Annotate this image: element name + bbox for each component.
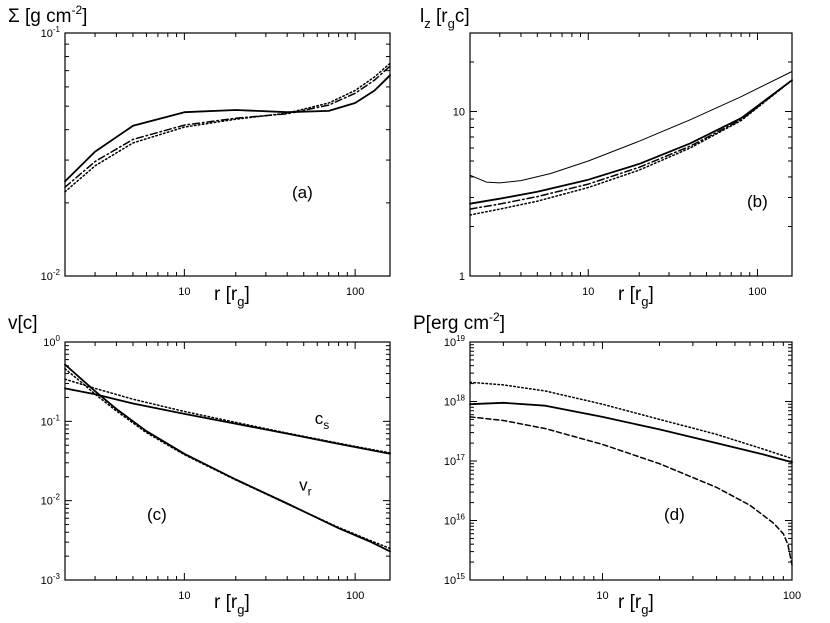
x-tick-label: 10 [582, 286, 594, 298]
y-tick-label: 10-3 [41, 572, 61, 587]
y-tick-label: 1019 [444, 334, 466, 349]
series-cs-dotted [64, 378, 391, 454]
x-axis-title: r [rg] [618, 284, 654, 309]
x-tick-label: 10 [178, 590, 190, 602]
series-dotted [64, 62, 391, 193]
y-tick-label: 10-1 [41, 413, 61, 428]
x-axis-title: r [rg] [214, 592, 250, 617]
plot-frame [64, 341, 391, 581]
y-tick-label: 10-2 [41, 493, 61, 508]
x-axis-title: r [rg] [618, 592, 654, 617]
y-tick-label: 1017 [444, 453, 466, 468]
panel-label: (b) [747, 192, 768, 211]
panel-label: (c) [147, 505, 167, 524]
y-tick-label: 10-1 [41, 25, 61, 40]
x-tick-label: 10 [178, 286, 190, 298]
plot-frame [469, 341, 793, 581]
y-axis-title: lz [rgc] [420, 6, 470, 31]
series-dashed [469, 416, 793, 566]
y-tick-label: 1015 [444, 572, 466, 587]
x-tick-label: 100 [783, 590, 801, 602]
plot-frame [469, 32, 793, 277]
panel-label: (a) [292, 183, 313, 202]
y-tick-label: 1018 [444, 394, 466, 409]
series-dash-dot [469, 79, 793, 210]
series-dash-dot [64, 65, 391, 188]
series-solid [64, 74, 391, 183]
series-vr-solid [64, 363, 391, 553]
x-tick-label: 100 [748, 286, 766, 298]
x-tick-label: 100 [346, 590, 364, 602]
y-tick-label: 100 [43, 334, 60, 349]
series-dotted [469, 79, 793, 216]
panel-a: 10 100 10-2 10-1Σ [g cm-2] r [rg] (a) [8, 3, 391, 309]
series-dotted [469, 381, 793, 460]
series-solid [469, 401, 793, 464]
panel-b: 10 100 1 10 lz [rgc] r [rg] (b) [420, 6, 793, 309]
y-axis-title: v[c] [8, 313, 38, 334]
series-annotation: cs [315, 409, 330, 432]
series-thin-solid [469, 71, 793, 184]
y-tick-label: 10 [453, 106, 465, 118]
y-axis-title: P[erg cm-2] [413, 310, 505, 334]
y-tick-label: 1 [459, 271, 465, 283]
plot-frame [64, 32, 391, 277]
y-axis-title: Σ [g cm-2] [8, 3, 87, 27]
panel-c: 10 100 10-3 10-2 10-1 100 v[c] r [rg] (c) cs vr [8, 313, 391, 617]
series-vr-dotted [64, 368, 391, 550]
series-annotation: vr [299, 475, 312, 498]
x-axis-title: r [rg] [214, 284, 250, 309]
series-thick-solid [469, 79, 793, 205]
y-tick-label: 1016 [444, 513, 466, 528]
panel-label: (d) [664, 505, 685, 524]
x-tick-label: 10 [596, 590, 608, 602]
x-tick-label: 100 [346, 286, 364, 298]
y-tick-label: 10-2 [41, 268, 61, 283]
